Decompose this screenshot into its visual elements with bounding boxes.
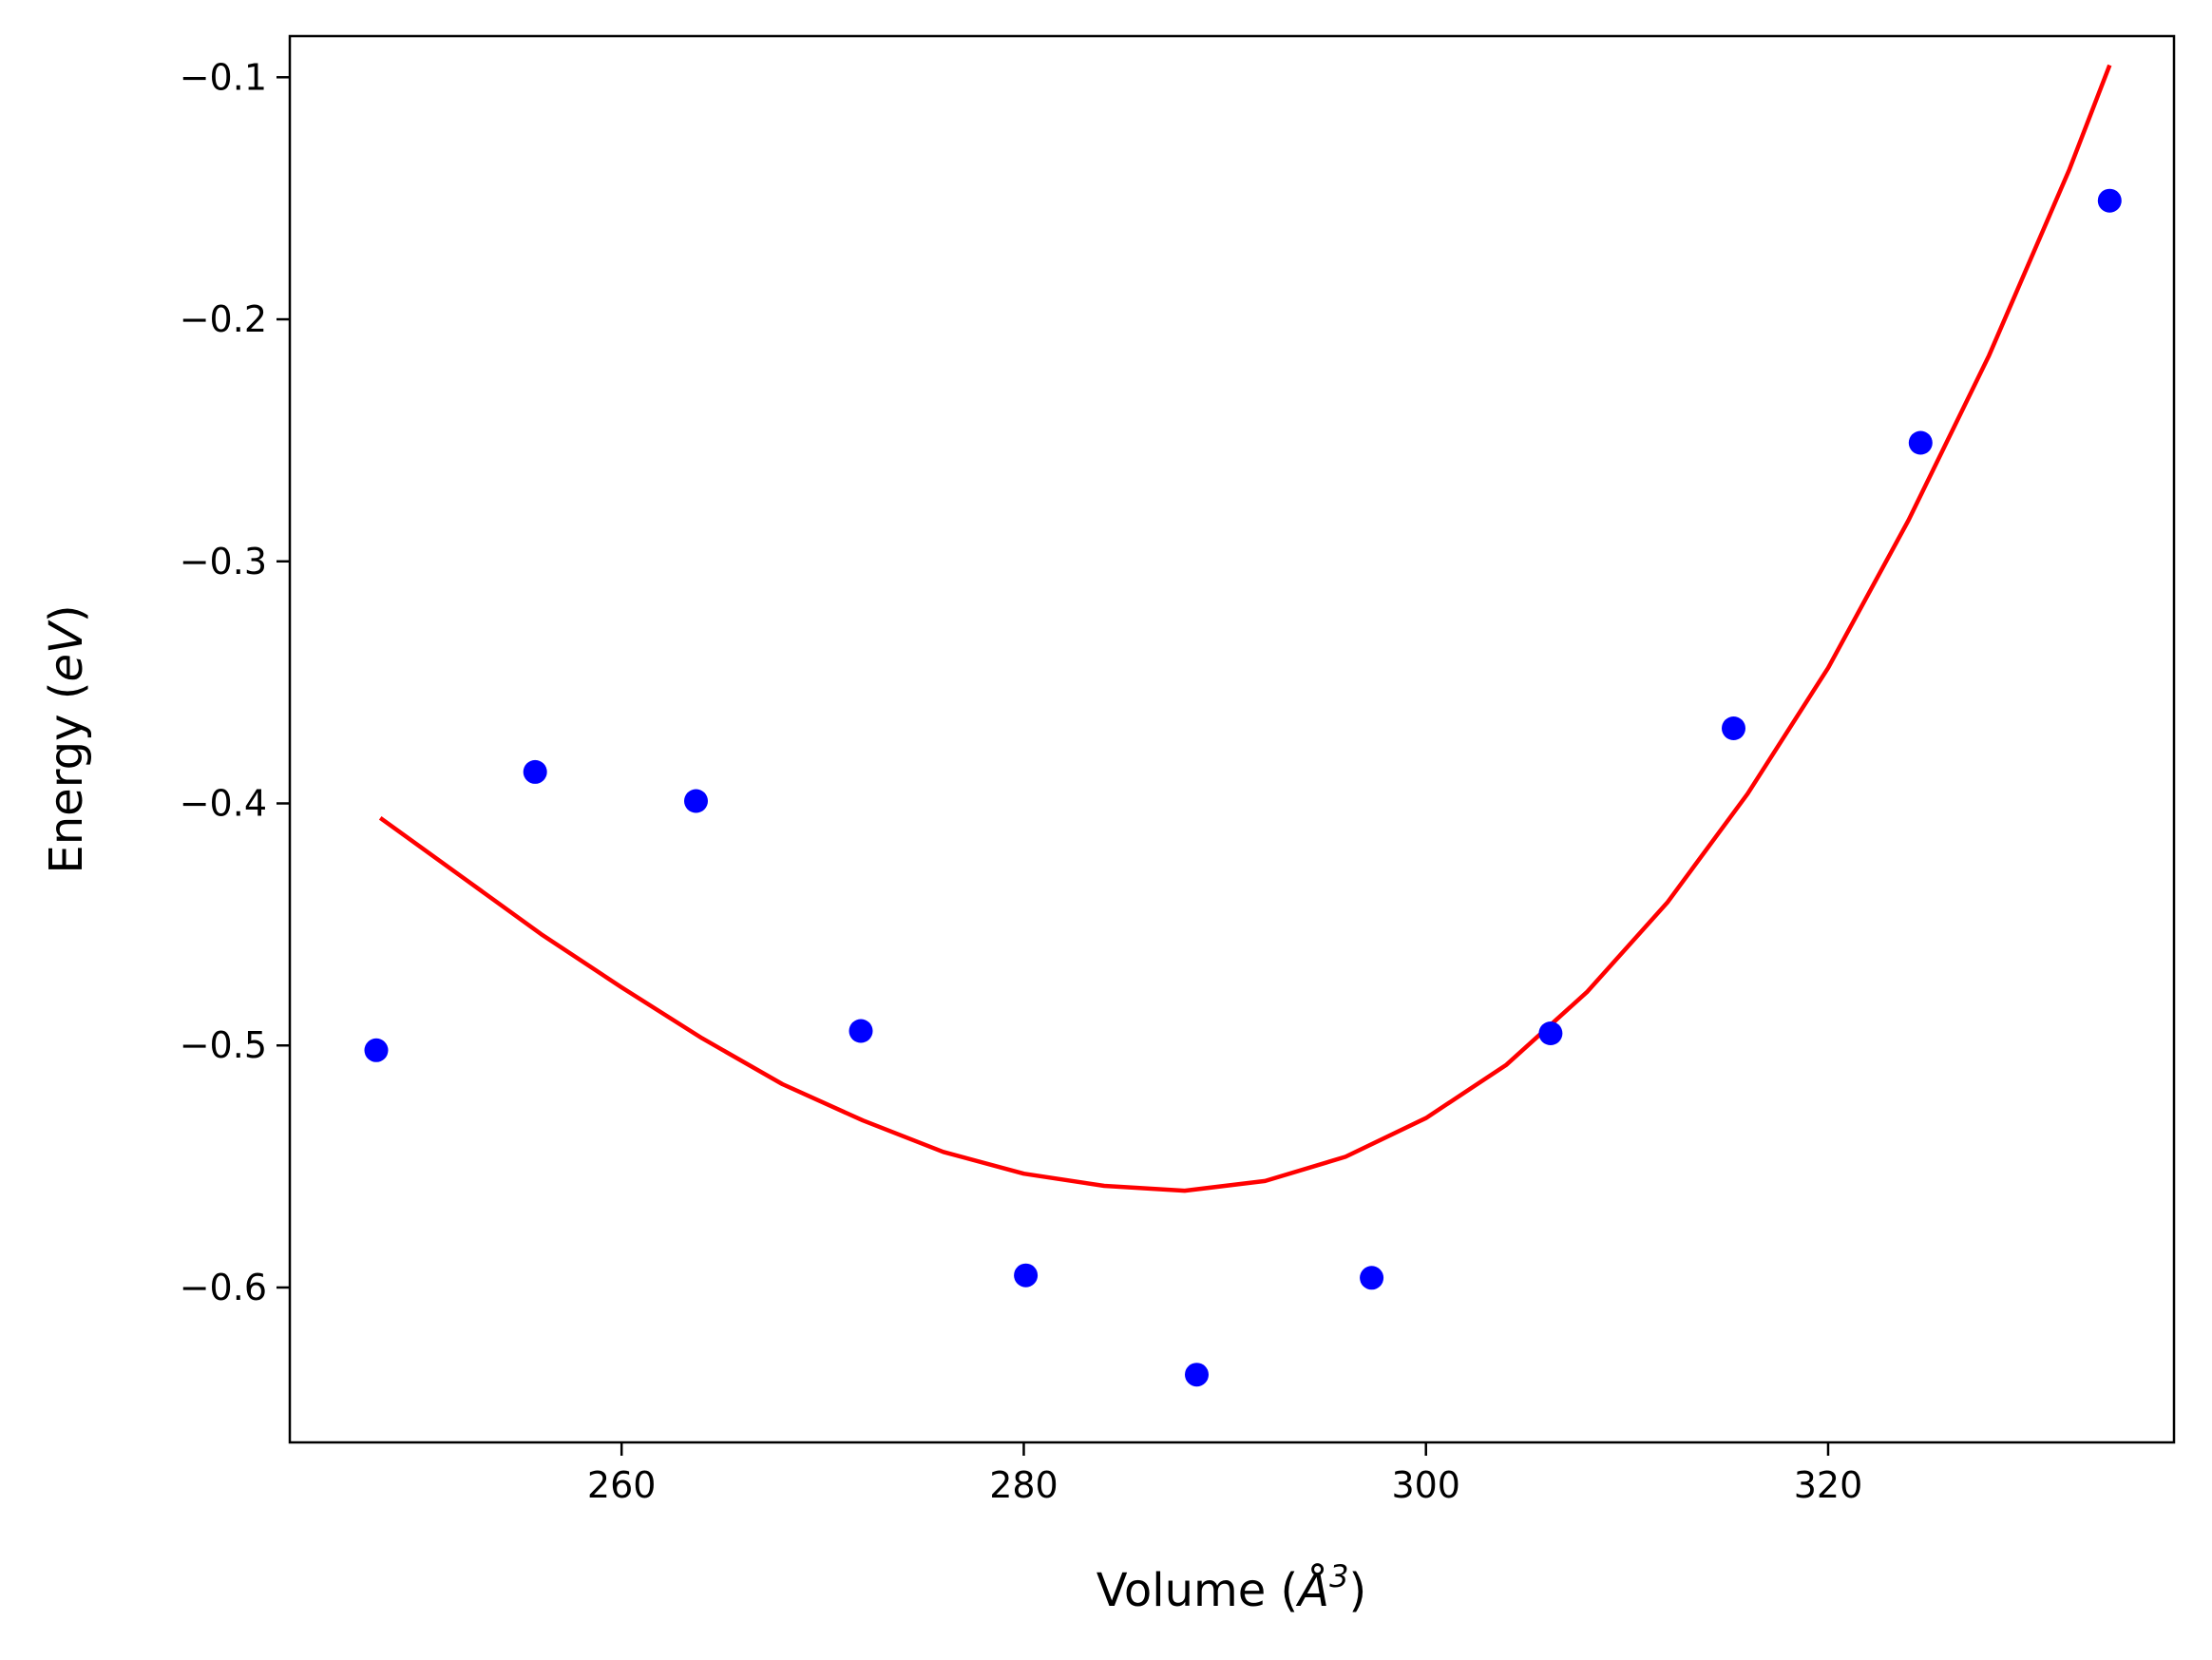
y-axis-ticks: −0.1 −0.2 −0.3 −0.4 −0.5 −0.6 [180,56,290,1308]
fit-curve-layer [378,64,2112,1193]
plot-background [290,36,2174,1442]
x-axis-ticks: 260 280 300 320 [587,1442,1862,1506]
y-tick-label: −0.2 [180,298,267,340]
x-axis-label: Volume (Å3) [1096,1558,1366,1617]
data-point [1908,430,1933,455]
data-point [1014,1263,1039,1288]
y-tick-label: −0.6 [180,1267,267,1308]
data-point [2097,188,2122,213]
x-tick-label: 320 [1794,1464,1863,1506]
y-axis-label: Energy (eV) [40,604,93,873]
data-point [1538,1021,1563,1045]
x-tick-label: 280 [989,1464,1058,1506]
data-point [1722,716,1745,740]
y-tick-label: −0.3 [180,541,267,582]
plot-frame [288,34,2176,1444]
data-point [849,1019,873,1043]
x-tick-label: 300 [1391,1464,1460,1506]
y-tick-label: −0.5 [180,1024,267,1066]
x-tick-label: 260 [587,1464,657,1506]
data-point [1360,1266,1384,1290]
data-point [684,789,708,813]
data-points-layer [364,188,2122,1387]
y-tick-label: −0.4 [180,783,267,825]
data-point [1185,1363,1209,1387]
data-point [523,759,547,784]
data-point [364,1038,389,1062]
fit-curve [378,64,2112,1193]
y-tick-label: −0.1 [180,56,267,98]
